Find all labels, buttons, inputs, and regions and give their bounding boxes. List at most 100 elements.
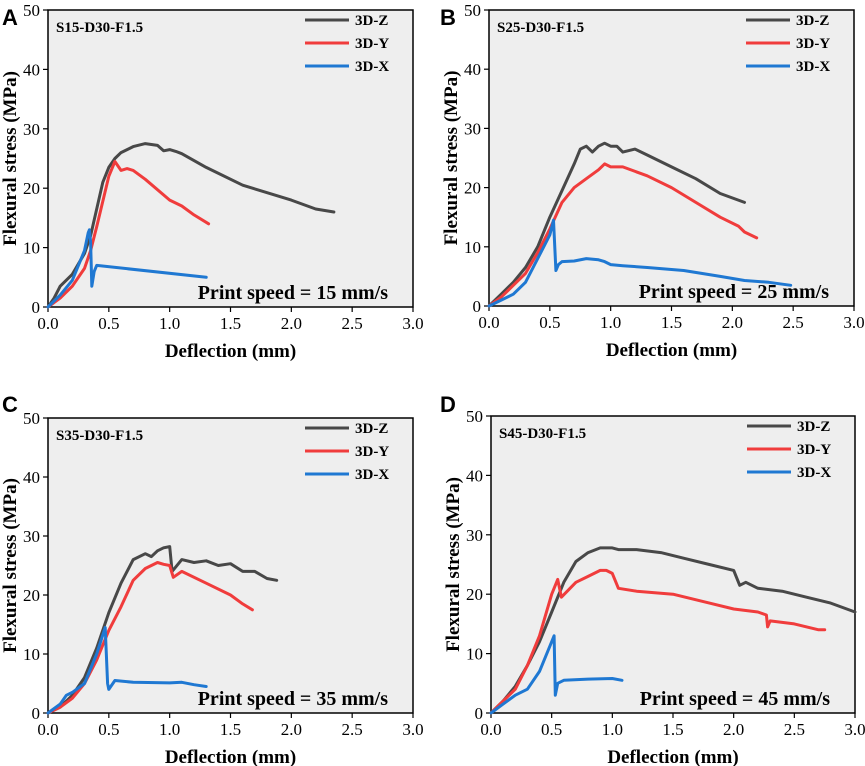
series-line-3D-X <box>487 218 793 308</box>
series-line-3D-X <box>489 634 624 715</box>
x-axis-label: Deflection (mm) <box>165 747 296 766</box>
series-line-3D-Y <box>46 160 211 309</box>
y-tick-label: 0 <box>475 704 484 723</box>
x-tick-label: 1.5 <box>662 720 683 739</box>
legend-label: 3D-X <box>796 59 830 75</box>
series-line-3D-Z <box>46 545 279 715</box>
x-tick-label: 1.0 <box>600 313 621 332</box>
panel-letter: C <box>2 392 18 417</box>
x-tick-label: 0.0 <box>37 720 58 739</box>
y-tick-label: 10 <box>23 645 40 664</box>
x-tick-label: 0.0 <box>480 720 501 739</box>
x-tick-label: 2.0 <box>723 720 744 739</box>
y-tick-label: 10 <box>464 238 481 257</box>
x-tick-label: 3.0 <box>844 720 865 739</box>
y-tick-label: 40 <box>23 60 40 79</box>
x-tick-label: 2.0 <box>281 720 302 739</box>
y-tick-label: 40 <box>23 468 40 487</box>
panel-C: C 0.0 0.5 1.0 1.5 2.0 2.5 3.0 0 10 20 30 40 50 Deflect… <box>0 392 424 766</box>
plot-area <box>488 9 855 307</box>
legend-label: 3D-Z <box>355 421 388 437</box>
y-tick-label: 20 <box>23 179 40 198</box>
y-tick-label: 30 <box>466 526 483 545</box>
y-tick-label: 50 <box>23 409 40 428</box>
sample-id: S15-D30-F1.5 <box>56 20 143 36</box>
x-tick-label: 3.0 <box>402 720 423 739</box>
series-line-3D-X <box>46 626 208 715</box>
panel-D: D 0.0 0.5 1.0 1.5 2.0 2.5 3.0 0 10 20 30 40 50 Deflect… <box>440 392 865 766</box>
series-line-3D-Z <box>489 546 857 715</box>
plot-area <box>47 417 414 714</box>
y-axis-label: Flexural stress (MPa) <box>443 477 464 652</box>
x-tick-label: 0.0 <box>37 314 58 333</box>
panel-B: B 0.0 0.5 1.0 1.5 2.0 2.5 3.0 0 10 20 30 40 50 Deflect… <box>440 1 865 361</box>
panel-A: A 0.0 0.5 1.0 1.5 2.0 2.5 3.0 0 10 20 30 40 50 Deflect… <box>0 1 424 362</box>
legend-label: 3D-Y <box>355 36 389 52</box>
legend-label: 3D-X <box>797 465 831 481</box>
y-tick-label: 30 <box>464 119 481 138</box>
series-line-3D-X <box>46 228 208 309</box>
sample-id: S45-D30-F1.5 <box>499 426 586 442</box>
x-tick-label: 1.5 <box>220 314 241 333</box>
x-tick-label: 2.5 <box>342 720 363 739</box>
legend-label: 3D-Z <box>355 13 388 29</box>
legend-label: 3D-Z <box>797 419 830 435</box>
sample-id: S25-D30-F1.5 <box>497 20 584 36</box>
y-tick-label: 20 <box>23 586 40 605</box>
y-tick-label: 50 <box>464 1 481 20</box>
x-axis-label: Deflection (mm) <box>606 340 737 361</box>
panel-letter: A <box>2 5 18 30</box>
y-axis-label: Flexural stress (MPa) <box>441 71 462 246</box>
y-tick-label: 20 <box>466 585 483 604</box>
print-speed-annotation: Print speed = 15 mm/s <box>198 282 388 304</box>
legend-label: 3D-Y <box>355 444 389 460</box>
y-tick-label: 0 <box>32 298 41 317</box>
legend-label: 3D-X <box>355 59 389 75</box>
legend-label: 3D-Y <box>796 36 830 52</box>
print-speed-annotation: Print speed = 25 mm/s <box>639 281 829 303</box>
print-speed-annotation: Print speed = 35 mm/s <box>198 688 388 710</box>
plot-area <box>490 415 856 714</box>
y-tick-label: 30 <box>23 120 40 139</box>
y-tick-label: 10 <box>466 645 483 664</box>
print-speed-annotation: Print speed = 45 mm/s <box>640 688 830 710</box>
y-tick-label: 40 <box>466 466 483 485</box>
y-tick-label: 30 <box>23 527 40 546</box>
y-tick-label: 20 <box>464 179 481 198</box>
series-line-3D-Z <box>487 141 746 308</box>
x-tick-label: 2.5 <box>783 313 804 332</box>
y-axis-label: Flexural stress (MPa) <box>0 71 21 246</box>
panel-letter: D <box>440 392 456 417</box>
sample-id: S35-D30-F1.5 <box>56 428 143 444</box>
x-tick-label: 0.5 <box>539 313 560 332</box>
x-tick-label: 1.0 <box>159 720 180 739</box>
x-tick-label: 2.5 <box>342 314 363 333</box>
y-tick-label: 0 <box>473 297 482 316</box>
x-tick-label: 3.0 <box>402 314 423 333</box>
legend-label: 3D-X <box>355 467 389 483</box>
legend-label: 3D-Y <box>797 442 831 458</box>
x-axis-label: Deflection (mm) <box>165 341 296 362</box>
y-tick-label: 50 <box>466 407 483 426</box>
x-tick-label: 0.5 <box>541 720 562 739</box>
x-tick-label: 1.0 <box>602 720 623 739</box>
y-axis-label: Flexural stress (MPa) <box>0 478 21 653</box>
x-tick-label: 0.5 <box>98 314 119 333</box>
plot-area <box>47 9 414 308</box>
y-tick-label: 50 <box>23 1 40 20</box>
x-tick-label: 1.0 <box>159 314 180 333</box>
x-tick-label: 1.5 <box>661 313 682 332</box>
series-line-3D-Y <box>487 162 759 308</box>
y-tick-label: 10 <box>23 239 40 258</box>
panel-letter: B <box>440 5 456 30</box>
x-tick-label: 2.0 <box>281 314 302 333</box>
x-tick-label: 2.0 <box>722 313 743 332</box>
x-tick-label: 0.0 <box>478 313 499 332</box>
x-tick-label: 2.5 <box>784 720 805 739</box>
x-axis-label: Deflection (mm) <box>607 747 738 766</box>
series-line-3D-Y <box>489 568 827 715</box>
x-tick-label: 3.0 <box>843 313 864 332</box>
x-tick-label: 0.5 <box>98 720 119 739</box>
x-tick-label: 1.5 <box>220 720 241 739</box>
